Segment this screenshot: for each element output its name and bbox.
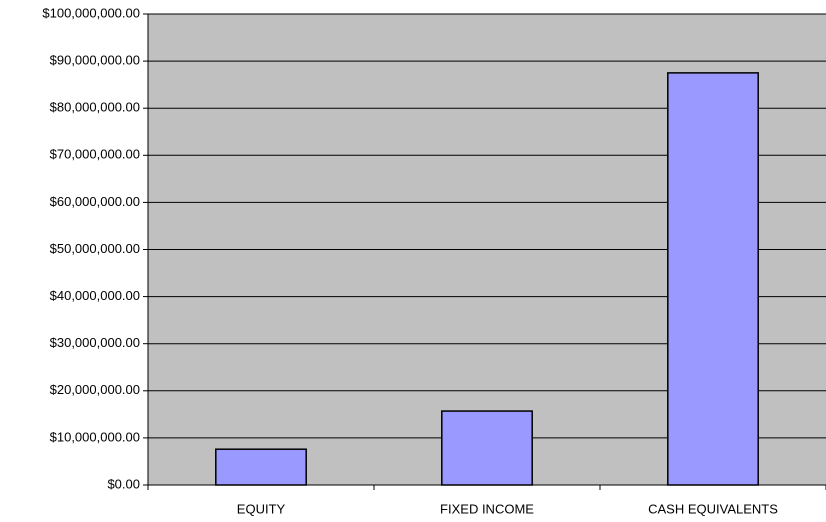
- x-tick-label: FIXED INCOME: [440, 501, 534, 516]
- y-tick-label: $40,000,000.00: [50, 288, 140, 303]
- y-tick-label: $20,000,000.00: [50, 382, 140, 397]
- y-tick-label: $70,000,000.00: [50, 147, 140, 162]
- y-tick-label: $50,000,000.00: [50, 241, 140, 256]
- y-tick-label: $90,000,000.00: [50, 53, 140, 68]
- x-tick-label: EQUITY: [237, 501, 286, 516]
- y-tick-label: $80,000,000.00: [50, 100, 140, 115]
- x-tick-label: CASH EQUIVALENTS: [648, 501, 778, 516]
- bar: [215, 448, 307, 486]
- y-tick-label: $30,000,000.00: [50, 335, 140, 350]
- y-tick-label: $10,000,000.00: [50, 429, 140, 444]
- bar: [667, 72, 759, 486]
- y-tick-label: $0.00: [107, 476, 140, 491]
- y-tick-label: $100,000,000.00: [42, 5, 140, 20]
- y-tick-label: $60,000,000.00: [50, 194, 140, 209]
- bar: [441, 410, 533, 486]
